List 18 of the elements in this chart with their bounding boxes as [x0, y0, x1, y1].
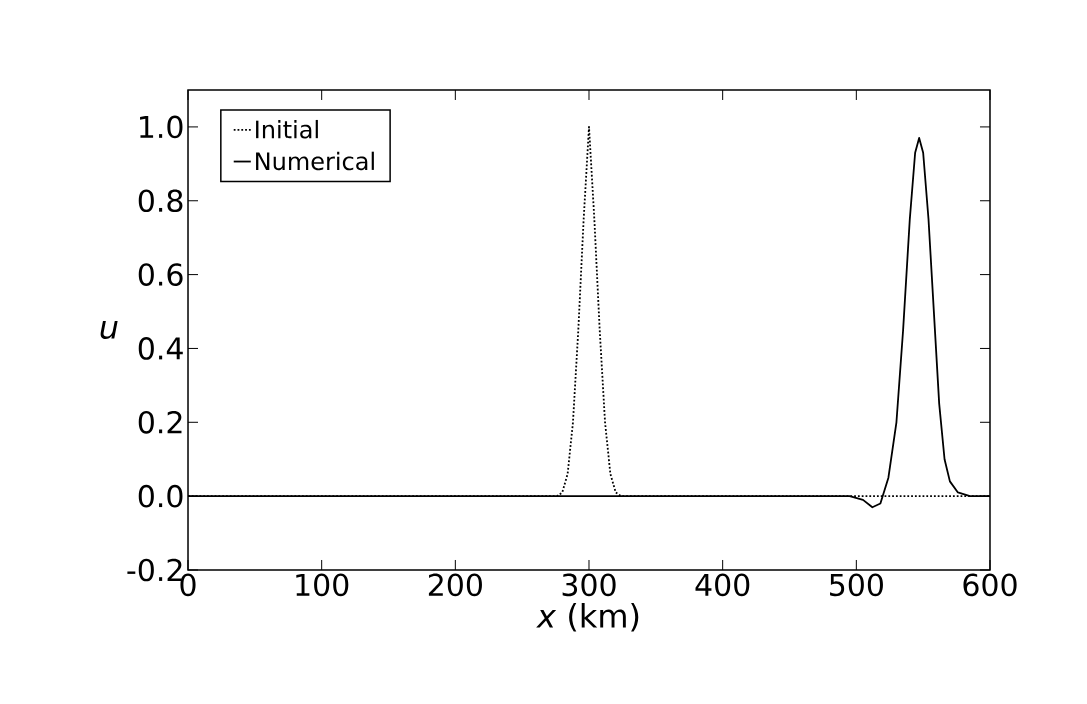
y-tick-label: 0.4 [138, 337, 183, 360]
x-tick-label: 400 [695, 573, 750, 597]
y-tick-label: 0.2 [138, 410, 182, 434]
x-axis-title: x (km) [536, 603, 639, 632]
legend-label: Numerical [256, 151, 374, 171]
y-axis-title: u [100, 321, 118, 339]
x-tick-label: 300 [562, 573, 616, 597]
y-tick-label: 1.0 [140, 115, 183, 139]
x-tick-label: 200 [428, 573, 482, 597]
y-tick-label: 0.0 [138, 484, 183, 508]
y-tick-label: 0.8 [138, 189, 183, 213]
x-tick-label: 600 [963, 573, 1017, 597]
x-tick-label: 100 [296, 573, 349, 597]
x-tick-label: 500 [830, 573, 883, 597]
y-tick-label: 0.6 [138, 263, 183, 286]
x-tick-label: 0 [180, 573, 196, 597]
y-tick-label: -0.2 [127, 558, 182, 582]
legend-label: Initial [256, 119, 318, 139]
